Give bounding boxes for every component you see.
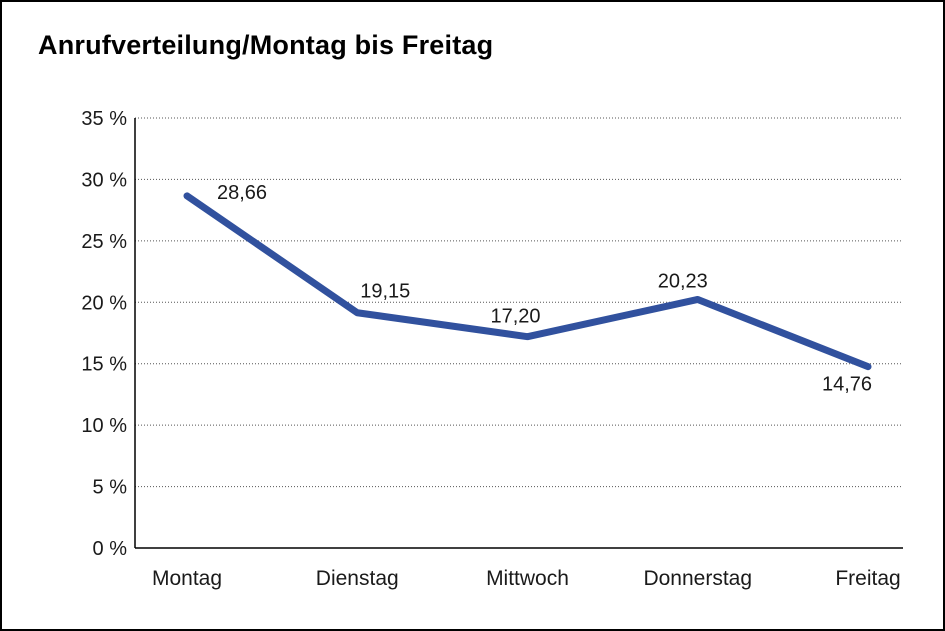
data-label: 20,23 — [658, 270, 708, 292]
data-label: 19,15 — [360, 281, 410, 303]
data-label: 17,20 — [490, 306, 540, 328]
y-tick-label: 20 % — [81, 292, 127, 314]
y-tick-label: 5 % — [93, 477, 128, 499]
y-tick-label: 35 % — [81, 108, 127, 130]
x-tick-label: Dienstag — [316, 567, 399, 590]
y-tick-label: 10 % — [81, 415, 127, 437]
x-tick-label: Mittwoch — [486, 567, 569, 590]
y-tick-label: 30 % — [81, 169, 127, 191]
x-tick-label: Montag — [152, 567, 222, 590]
data-label: 28,66 — [217, 182, 267, 204]
x-tick-label: Donnerstag — [643, 567, 752, 590]
y-tick-label: 15 % — [81, 354, 127, 376]
series-line — [183, 192, 872, 371]
chart-title: Anrufverteilung/Montag bis Freitag — [38, 30, 494, 60]
y-tick-label: 0 % — [93, 538, 128, 560]
data-label: 14,76 — [822, 374, 872, 396]
x-tick-label: Freitag — [835, 567, 900, 590]
y-tick-label: 25 % — [81, 231, 127, 253]
